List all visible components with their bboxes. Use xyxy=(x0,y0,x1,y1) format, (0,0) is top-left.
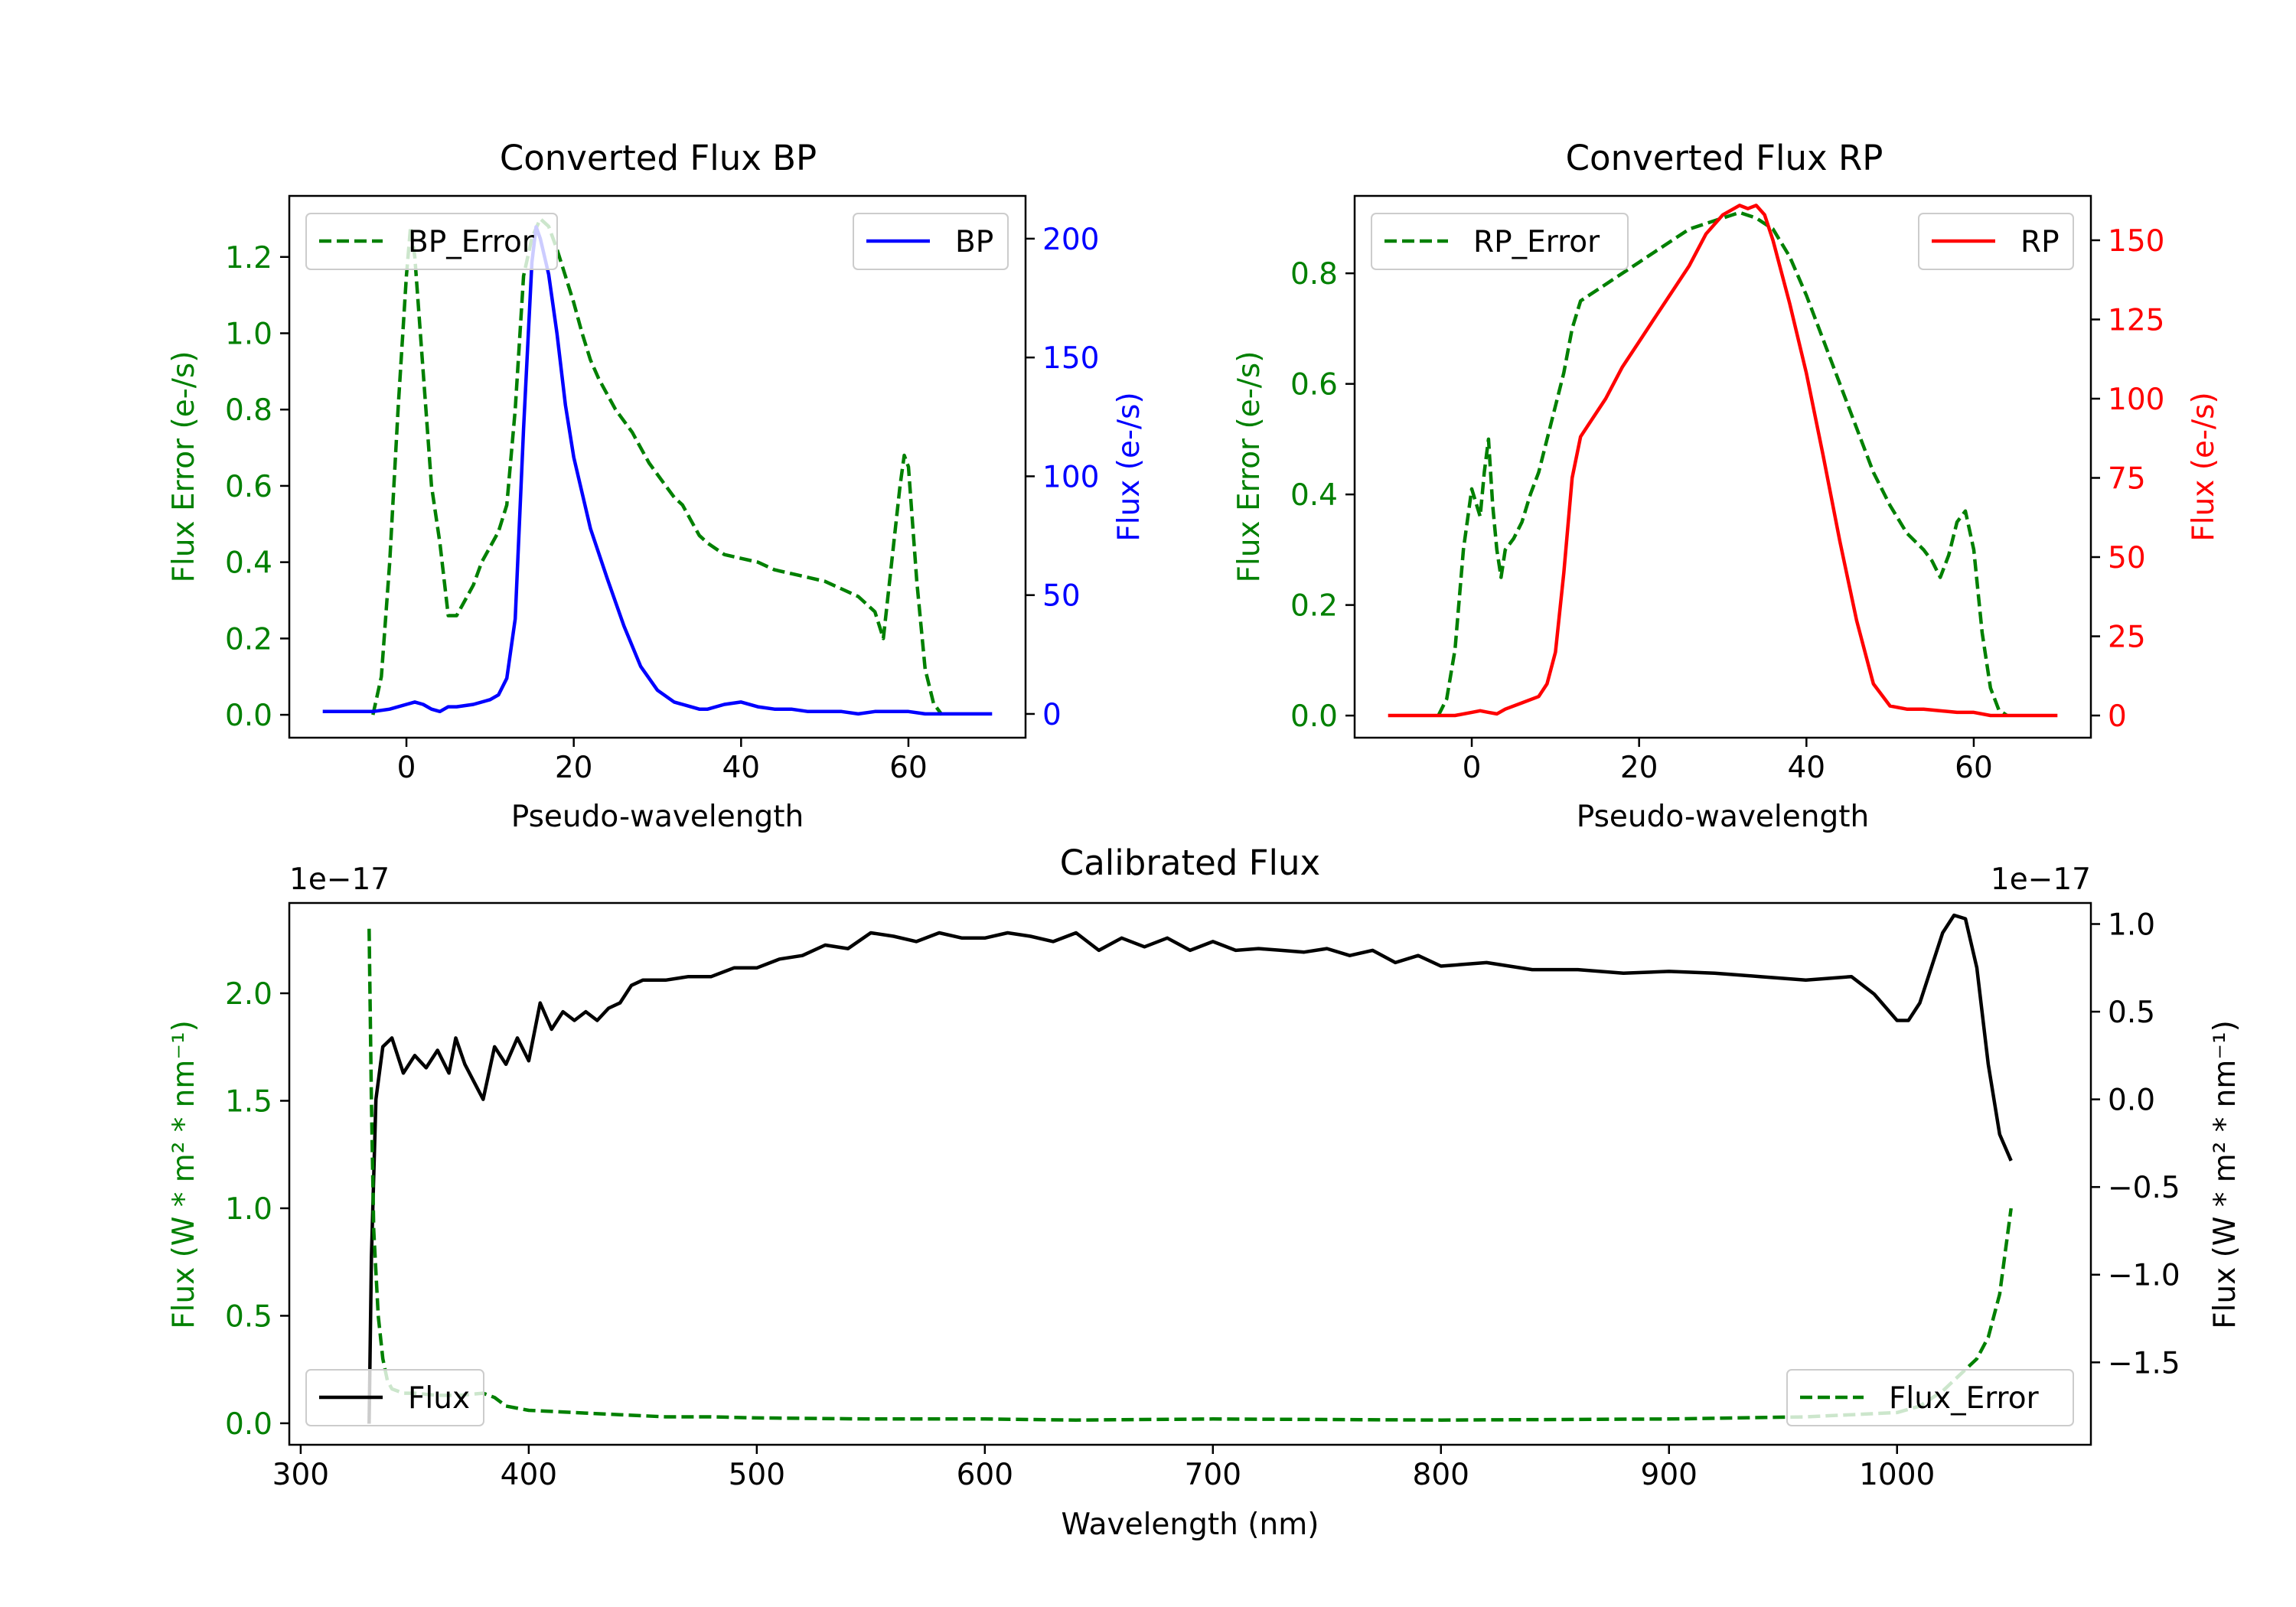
rp-y-label-right: Flux (e-/s) xyxy=(2187,392,2221,541)
calibrated-axes-frame xyxy=(288,901,2092,1446)
rp-panel: Converted Flux RP 0 20 40 60 0.0 0.2 0.4 0.6 0.8… xyxy=(1232,138,2221,834)
rp-y-tick-label-right: 75 xyxy=(2108,461,2146,496)
bp-title: Converted Flux BP xyxy=(500,138,817,178)
bp-y-tick-label-right: 200 xyxy=(1042,223,1099,257)
calibrated-y-label-right: Flux (W * m² * nm⁻¹) xyxy=(2208,1020,2242,1329)
rp-x-tick-label: 20 xyxy=(1620,751,1658,785)
calibrated-x-tick-label: 900 xyxy=(1641,1458,1698,1492)
calibrated-x-tick-label: 1000 xyxy=(1859,1458,1935,1492)
bp-legend-left: BP_Error xyxy=(305,213,558,270)
rp-y-tick-label-left: 0.2 xyxy=(1290,589,1338,624)
calibrated-title: Calibrated Flux xyxy=(1060,843,1320,883)
bp-y-label-left: Flux Error (e-/s) xyxy=(167,351,201,583)
rp-y-tick-label-left: 0.0 xyxy=(1290,699,1338,734)
bp-x-label: Pseudo-wavelength xyxy=(511,800,804,834)
calibrated-x-tick-label: 700 xyxy=(1185,1458,1241,1492)
calibrated-y-tick-label-left: 0.5 xyxy=(225,1299,272,1334)
bp-axes-frame xyxy=(288,194,1027,739)
bp-x-tick-label: 20 xyxy=(555,751,593,785)
rp-y-tick-label-left: 0.4 xyxy=(1290,478,1338,513)
calibrated-legend-left-label: Flux xyxy=(408,1381,470,1416)
bp-x-tick-label: 40 xyxy=(722,751,760,785)
bp-legend-right: BP xyxy=(853,213,1009,270)
calibrated-x-tick-label: 400 xyxy=(501,1458,557,1492)
rp-y-tick-label-left: 0.6 xyxy=(1290,368,1338,403)
bp-y-tick-label-left: 1.2 xyxy=(225,241,272,275)
bp-y-tick-label-right: 100 xyxy=(1042,460,1099,494)
calibrated-y-tick-label-right: 1.0 xyxy=(2108,908,2155,942)
rp-series-rp-line xyxy=(1388,204,2058,718)
bp-series-bp-error-line xyxy=(371,217,944,716)
rp-y-tick-label-right: 150 xyxy=(2108,224,2164,259)
calibrated-legend-right-label: Flux_Error xyxy=(1889,1381,2040,1416)
calibrated-y-tick-label-left: 0.0 xyxy=(225,1407,272,1442)
bp-legend-left-label: BP_Error xyxy=(408,225,535,259)
calibrated-series-flux-line xyxy=(367,913,2013,1424)
calibrated-y-label-left: Flux (W * m² * nm⁻¹) xyxy=(167,1020,201,1329)
rp-series-rp-error-line xyxy=(1437,210,2008,717)
rp-legend-right-label: RP xyxy=(2020,225,2060,259)
rp-y-tick-label-right: 50 xyxy=(2108,541,2146,575)
bp-y-tick-label-left: 0.6 xyxy=(225,470,272,504)
calibrated-x-tick-label: 800 xyxy=(1413,1458,1469,1492)
bp-y-tick-label-right: 150 xyxy=(1042,341,1099,376)
calibrated-x-tick-label: 500 xyxy=(729,1458,785,1492)
bp-y-tick-label-left: 0.8 xyxy=(225,393,272,428)
rp-x-label: Pseudo-wavelength xyxy=(1577,800,1869,834)
bp-series-bp-line xyxy=(322,225,993,716)
rp-y-tick-label-right: 100 xyxy=(2108,383,2164,417)
calibrated-x-tick-label: 300 xyxy=(272,1458,329,1492)
bp-y-tick-label-left: 0.2 xyxy=(225,622,272,657)
rp-y-label-left: Flux Error (e-/s) xyxy=(1232,351,1267,583)
calibrated-panel: Calibrated Flux 1e−17 1e−17 300 400 500 600… xyxy=(167,843,2242,1542)
calibrated-y-tick-label-right: 0.0 xyxy=(2108,1084,2155,1118)
bp-y-tick-label-left: 0.4 xyxy=(225,546,272,581)
calibrated-x-tick-label: 600 xyxy=(957,1458,1013,1492)
calibrated-x-label: Wavelength (nm) xyxy=(1062,1508,1319,1542)
rp-x-tick-label: 0 xyxy=(1463,751,1482,785)
bp-y-tick-label-left: 1.0 xyxy=(225,317,272,351)
rp-legend-left-label: RP_Error xyxy=(1473,225,1600,259)
rp-x-tick-label: 40 xyxy=(1787,751,1825,785)
bp-y-tick-label-right: 50 xyxy=(1042,579,1081,614)
calibrated-offset-right: 1e−17 xyxy=(1991,862,2091,897)
calibrated-y-tick-label-right: −0.5 xyxy=(2108,1171,2180,1205)
rp-y-tick-label-right: 0 xyxy=(2108,699,2127,734)
bp-x-tick-label: 60 xyxy=(889,751,928,785)
rp-y-tick-label-left: 0.8 xyxy=(1290,257,1338,292)
calibrated-y-tick-label-left: 1.5 xyxy=(225,1084,272,1119)
rp-x-tick-label: 60 xyxy=(1955,751,1993,785)
calibrated-legend-left: Flux xyxy=(305,1369,484,1426)
calibrated-y-tick-label-right: −1.0 xyxy=(2108,1259,2180,1293)
calibrated-y-tick-label-right: −1.5 xyxy=(2108,1346,2180,1380)
bp-panel: Converted Flux BP 0 20 40 60 0.0 0.2 0.4 0.6 0.8… xyxy=(167,138,1146,834)
calibrated-y-tick-label-right: 0.5 xyxy=(2108,996,2155,1030)
bp-legend-right-label: BP xyxy=(955,225,993,259)
bp-y-label-right: Flux (e-/s) xyxy=(1112,392,1146,541)
rp-axes-frame xyxy=(1353,194,2092,739)
bp-y-tick-label-left: 0.0 xyxy=(225,699,272,733)
rp-legend-right: RP xyxy=(1918,213,2074,270)
rp-y-tick-label-right: 25 xyxy=(2108,621,2146,655)
calibrated-y-tick-label-left: 2.0 xyxy=(225,977,272,1012)
rp-legend-left: RP_Error xyxy=(1371,213,1629,270)
calibrated-offset-left: 1e−17 xyxy=(289,862,390,897)
bp-x-tick-label: 0 xyxy=(397,751,416,785)
calibrated-legend-right: Flux_Error xyxy=(1786,1369,2074,1426)
calibrated-y-tick-label-left: 1.0 xyxy=(225,1192,272,1227)
rp-y-tick-label-right: 125 xyxy=(2108,303,2164,337)
rp-title: Converted Flux RP xyxy=(1566,138,1883,178)
bp-y-tick-label-right: 0 xyxy=(1042,698,1062,732)
